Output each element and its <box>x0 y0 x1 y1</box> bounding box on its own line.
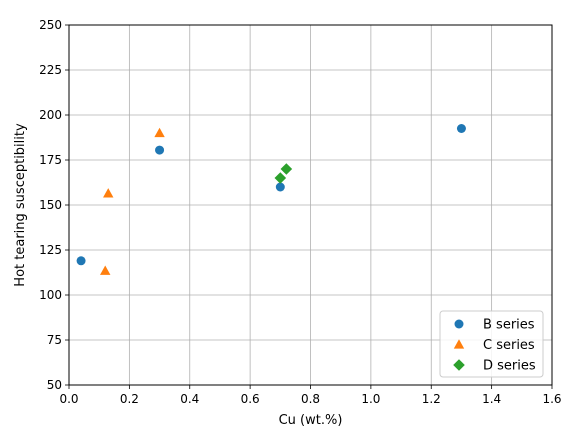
y-tick-label: 175 <box>39 153 62 167</box>
legend-marker <box>453 359 465 371</box>
data-point <box>155 145 165 155</box>
legend: B series C series D series <box>439 310 544 378</box>
axis-ticks: 0.0 0.2 0.4 0.6 0.8 1.0 1.2 1.4 1.6 50 75 100 125 150… <box>39 18 561 406</box>
legend-label: B series <box>483 318 535 333</box>
y-tick-label: 150 <box>39 198 62 212</box>
y-tick-label: 250 <box>39 18 62 32</box>
y-tick-label: 50 <box>47 378 62 392</box>
y-tick-label: 225 <box>39 63 62 77</box>
legend-marker <box>454 319 464 329</box>
x-tick-label: 0.2 <box>120 392 139 406</box>
x-tick-label: 1.4 <box>482 392 501 406</box>
data-point <box>274 172 287 184</box>
x-tick-label: 0.4 <box>180 392 199 406</box>
data-point <box>103 188 114 198</box>
legend-label: C series <box>483 338 535 353</box>
x-tick-label: 0.6 <box>241 392 260 406</box>
x-axis-label: Cu (wt.%) <box>279 413 343 428</box>
legend-box <box>439 310 544 378</box>
x-tick-label: 0.8 <box>301 392 320 406</box>
data-points <box>76 124 466 275</box>
data-point <box>100 265 111 275</box>
data-point <box>456 124 466 133</box>
y-tick-label: 125 <box>39 243 62 257</box>
y-axis-label: Hot tearing susceptibility <box>13 123 28 287</box>
legend-marker <box>453 339 465 349</box>
data-point <box>76 256 86 266</box>
y-tick-label: 100 <box>39 288 62 302</box>
y-tick-label: 75 <box>47 333 62 347</box>
x-tick-label: 0.0 <box>59 392 78 406</box>
data-point <box>280 163 293 175</box>
x-tick-label: 1.6 <box>542 392 561 406</box>
legend-label: D series <box>483 359 536 374</box>
x-tick-label: 1.2 <box>422 392 441 406</box>
y-tick-label: 200 <box>39 108 62 122</box>
data-point <box>154 127 165 138</box>
data-point <box>275 182 285 192</box>
x-tick-label: 1.0 <box>361 392 380 406</box>
